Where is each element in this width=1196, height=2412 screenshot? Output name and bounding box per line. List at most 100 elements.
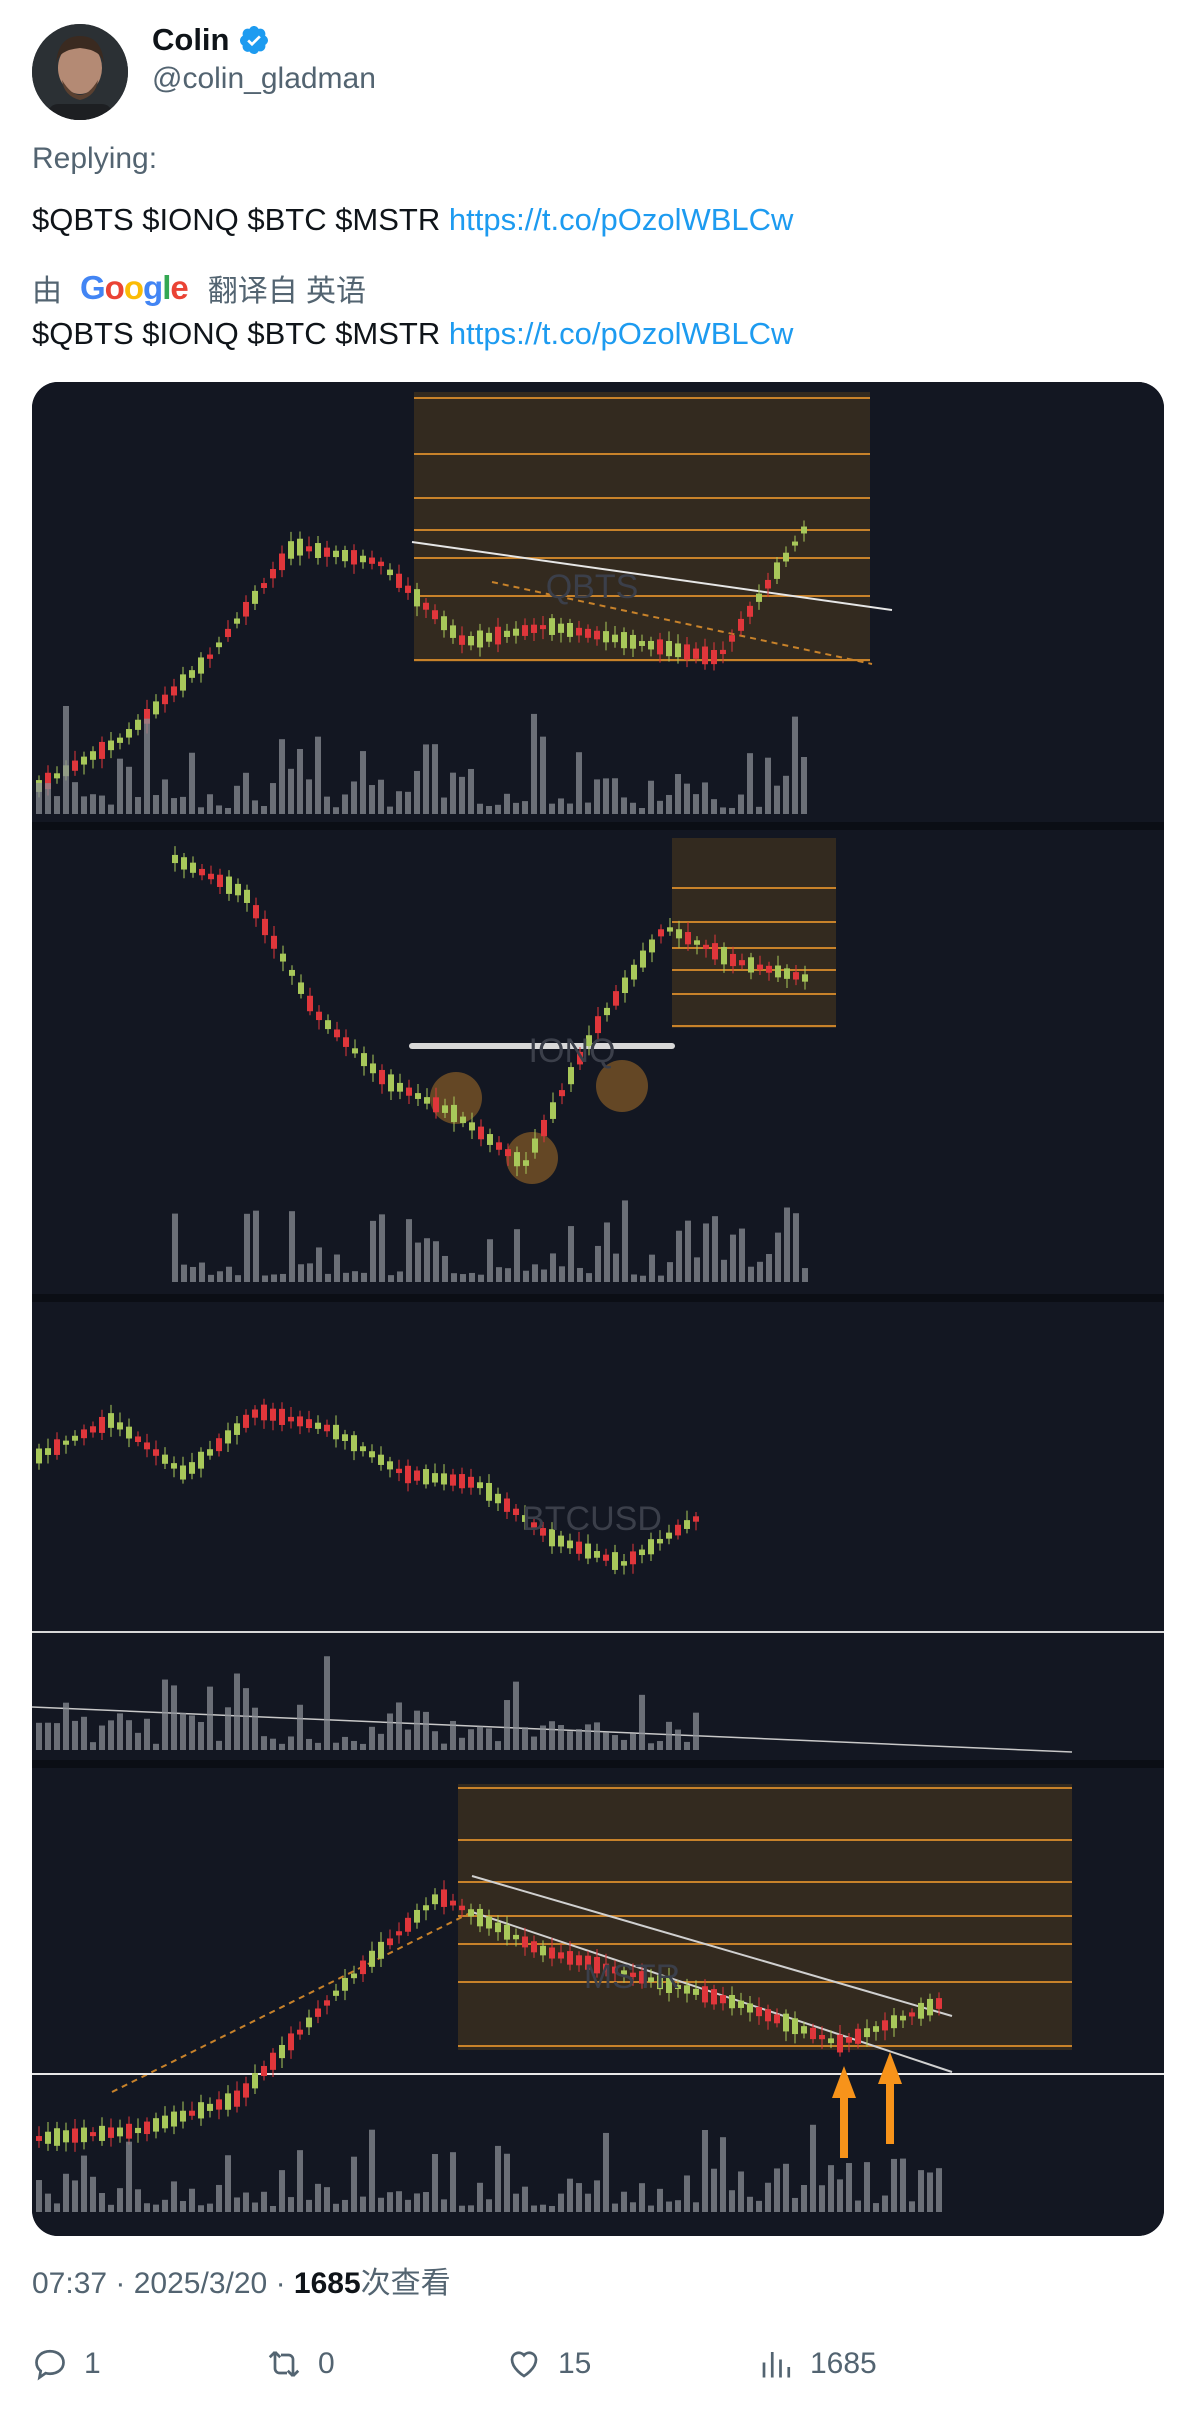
candle-body bbox=[522, 625, 528, 636]
bar-chart-icon bbox=[762, 2352, 791, 2378]
tweet-link[interactable]: https://t.co/pOzolWBLCw bbox=[448, 202, 794, 237]
volume-bar bbox=[730, 1234, 736, 1282]
volume-bar bbox=[306, 2199, 312, 2212]
volume-bar bbox=[432, 1731, 438, 1750]
reply-button[interactable]: 1 bbox=[32, 2346, 101, 2382]
candle-body bbox=[360, 555, 366, 563]
volume-bar bbox=[198, 807, 204, 814]
candle-body bbox=[855, 2028, 861, 2044]
volume-bar bbox=[694, 1257, 700, 1282]
chart-watermark: BTCUSD bbox=[522, 1500, 662, 1538]
candle-body bbox=[135, 1436, 141, 1442]
volume-bar bbox=[909, 2201, 915, 2212]
volume-bar bbox=[927, 2172, 933, 2212]
volume-bar bbox=[757, 1261, 763, 1282]
volume-bar bbox=[666, 2201, 672, 2212]
candle-body bbox=[567, 1540, 573, 1549]
heart-icon bbox=[510, 2351, 538, 2378]
volume-bar bbox=[496, 1267, 502, 1282]
volume-bar bbox=[180, 1712, 186, 1750]
volume-bar bbox=[459, 1737, 465, 1750]
candle-body bbox=[90, 1426, 96, 1433]
volume-bar bbox=[567, 803, 573, 814]
volume-bar bbox=[252, 2202, 258, 2212]
candle-body bbox=[253, 905, 259, 919]
volume-bar bbox=[361, 1272, 367, 1282]
volume-bar bbox=[189, 2188, 195, 2212]
volume-bar bbox=[342, 794, 348, 814]
candle-body bbox=[126, 729, 132, 738]
candle-body bbox=[540, 1528, 546, 1536]
volume-bar bbox=[396, 1702, 402, 1750]
candle-body bbox=[288, 1416, 294, 1422]
candle-body bbox=[162, 2115, 168, 2129]
author-handle[interactable]: @colin_gladman bbox=[152, 62, 376, 95]
tweet-date[interactable]: 2025/3/20 bbox=[133, 2267, 268, 2300]
volume-bar bbox=[198, 1721, 204, 1750]
candle-body bbox=[81, 756, 87, 765]
volume-bar bbox=[756, 2200, 762, 2212]
tweet-text: $QBTS $IONQ $BTC $MSTR https://t.co/pOzo… bbox=[32, 202, 793, 238]
candle-body bbox=[846, 2037, 852, 2043]
volume-bar bbox=[541, 1269, 547, 1282]
volume-bar bbox=[684, 783, 690, 814]
volume-bar bbox=[702, 2129, 708, 2212]
volume-bar bbox=[918, 2170, 924, 2212]
tweet-time[interactable]: 07:37 bbox=[32, 2267, 108, 2300]
views-button[interactable]: 1685 bbox=[758, 2346, 877, 2382]
candle-body bbox=[172, 854, 178, 864]
volume-bar bbox=[603, 778, 609, 814]
volume-bar bbox=[397, 1271, 403, 1282]
candle-body bbox=[396, 573, 402, 588]
candle-body bbox=[189, 670, 195, 678]
volume-bar bbox=[352, 1271, 358, 1282]
volume-bar bbox=[864, 2162, 870, 2212]
volume-bar bbox=[855, 2200, 861, 2212]
volume-bar bbox=[208, 1274, 214, 1282]
candle-body bbox=[234, 2090, 240, 2107]
candle-body bbox=[108, 740, 114, 751]
volume-bar bbox=[190, 1266, 196, 1282]
volume-bar bbox=[90, 1742, 96, 1750]
volume-bar bbox=[63, 2173, 69, 2212]
candle-body bbox=[936, 1998, 942, 2009]
candle-body bbox=[468, 1476, 474, 1488]
candle-body bbox=[406, 1087, 412, 1096]
retweet-icon bbox=[268, 2351, 300, 2377]
candle-body bbox=[198, 657, 204, 674]
author-row[interactable]: Colin bbox=[152, 22, 270, 58]
candle-body bbox=[342, 1434, 348, 1441]
avatar[interactable] bbox=[32, 24, 128, 120]
candle-body bbox=[306, 2017, 312, 2028]
like-button[interactable]: 15 bbox=[506, 2346, 591, 2382]
candle-body bbox=[72, 1435, 78, 1441]
volume-bar bbox=[108, 2204, 114, 2212]
tweet-media-image[interactable]: QBTS IONQ BTCUSD MSTR bbox=[32, 382, 1164, 2236]
volume-bar bbox=[423, 2192, 429, 2212]
candle-body bbox=[234, 1423, 240, 1435]
author-name[interactable]: Colin bbox=[152, 22, 230, 57]
candle-body bbox=[63, 2130, 69, 2143]
google-logo: Google bbox=[80, 269, 189, 306]
candle-body bbox=[612, 1966, 618, 1974]
retweet-button[interactable]: 0 bbox=[266, 2346, 335, 2382]
candle-body bbox=[577, 1051, 583, 1065]
volume-bar bbox=[630, 1733, 636, 1750]
candle-body bbox=[451, 1104, 457, 1123]
arrow-up-icon bbox=[878, 2052, 902, 2144]
volume-bar bbox=[540, 736, 546, 814]
volume-bar bbox=[63, 1702, 69, 1750]
candle-body bbox=[225, 628, 231, 638]
candle-body bbox=[774, 2014, 780, 2024]
candle-body bbox=[531, 1941, 537, 1953]
volume-bar bbox=[126, 766, 132, 814]
translated-link[interactable]: https://t.co/pOzolWBLCw bbox=[448, 316, 794, 351]
candle-body bbox=[648, 1977, 654, 1983]
volume-bar bbox=[216, 2184, 222, 2212]
volume-bar bbox=[81, 2155, 87, 2212]
candle-body bbox=[324, 547, 330, 557]
volume-bar bbox=[649, 1254, 655, 1282]
candle-body bbox=[117, 737, 123, 743]
candle-body bbox=[126, 1426, 132, 1439]
volume-bar bbox=[351, 781, 357, 814]
